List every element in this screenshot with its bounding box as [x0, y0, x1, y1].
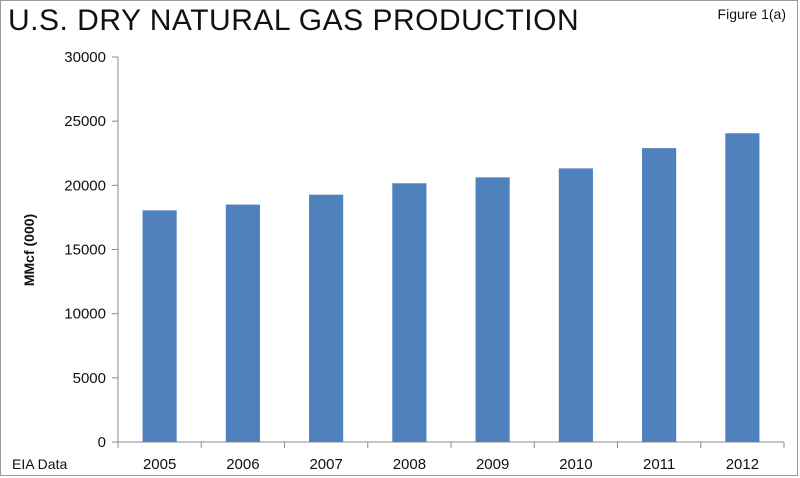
x-tick-label: 2005 [143, 456, 176, 473]
x-tick-label: 2011 [643, 456, 675, 473]
bars [142, 133, 760, 443]
x-tick-label: 2006 [226, 456, 259, 473]
x-axis: 2005 2006 2007 2008 2009 2010 2011 2012 [117, 441, 785, 473]
bar-2006 [225, 204, 260, 442]
figure-label: Figure 1(a) [717, 6, 786, 22]
y-tick-label: 15000 [64, 242, 106, 259]
bar-2010 [558, 168, 593, 443]
source-note: EIA Data [12, 456, 68, 472]
chart-title: U.S. DRY NATURAL GAS PRODUCTION [8, 4, 580, 37]
y-tick-label: 10000 [64, 306, 106, 323]
y-tick-label: 30000 [64, 49, 106, 66]
x-tick-label: 2009 [476, 456, 509, 473]
bar-2009 [475, 177, 510, 443]
y-tick-label: 0 [98, 434, 106, 451]
x-tick-label: 2010 [559, 456, 592, 473]
y-tick-label: 20000 [64, 177, 106, 194]
bar-2008 [392, 183, 427, 442]
y-tick-label: 25000 [64, 113, 106, 130]
x-tick-label: 2012 [726, 456, 759, 473]
x-tick-label: 2008 [393, 456, 426, 473]
bar-2005 [142, 210, 177, 442]
bar-2012 [725, 133, 760, 443]
y-axis-label: MMcf (000) [21, 214, 37, 286]
y-axis: 0 5000 10000 15000 20000 25000 30000 [64, 49, 119, 451]
bar-2011 [642, 148, 677, 442]
x-tick-label: 2007 [309, 456, 342, 473]
y-tick-label: 5000 [73, 370, 106, 387]
bar-2007 [309, 194, 344, 442]
